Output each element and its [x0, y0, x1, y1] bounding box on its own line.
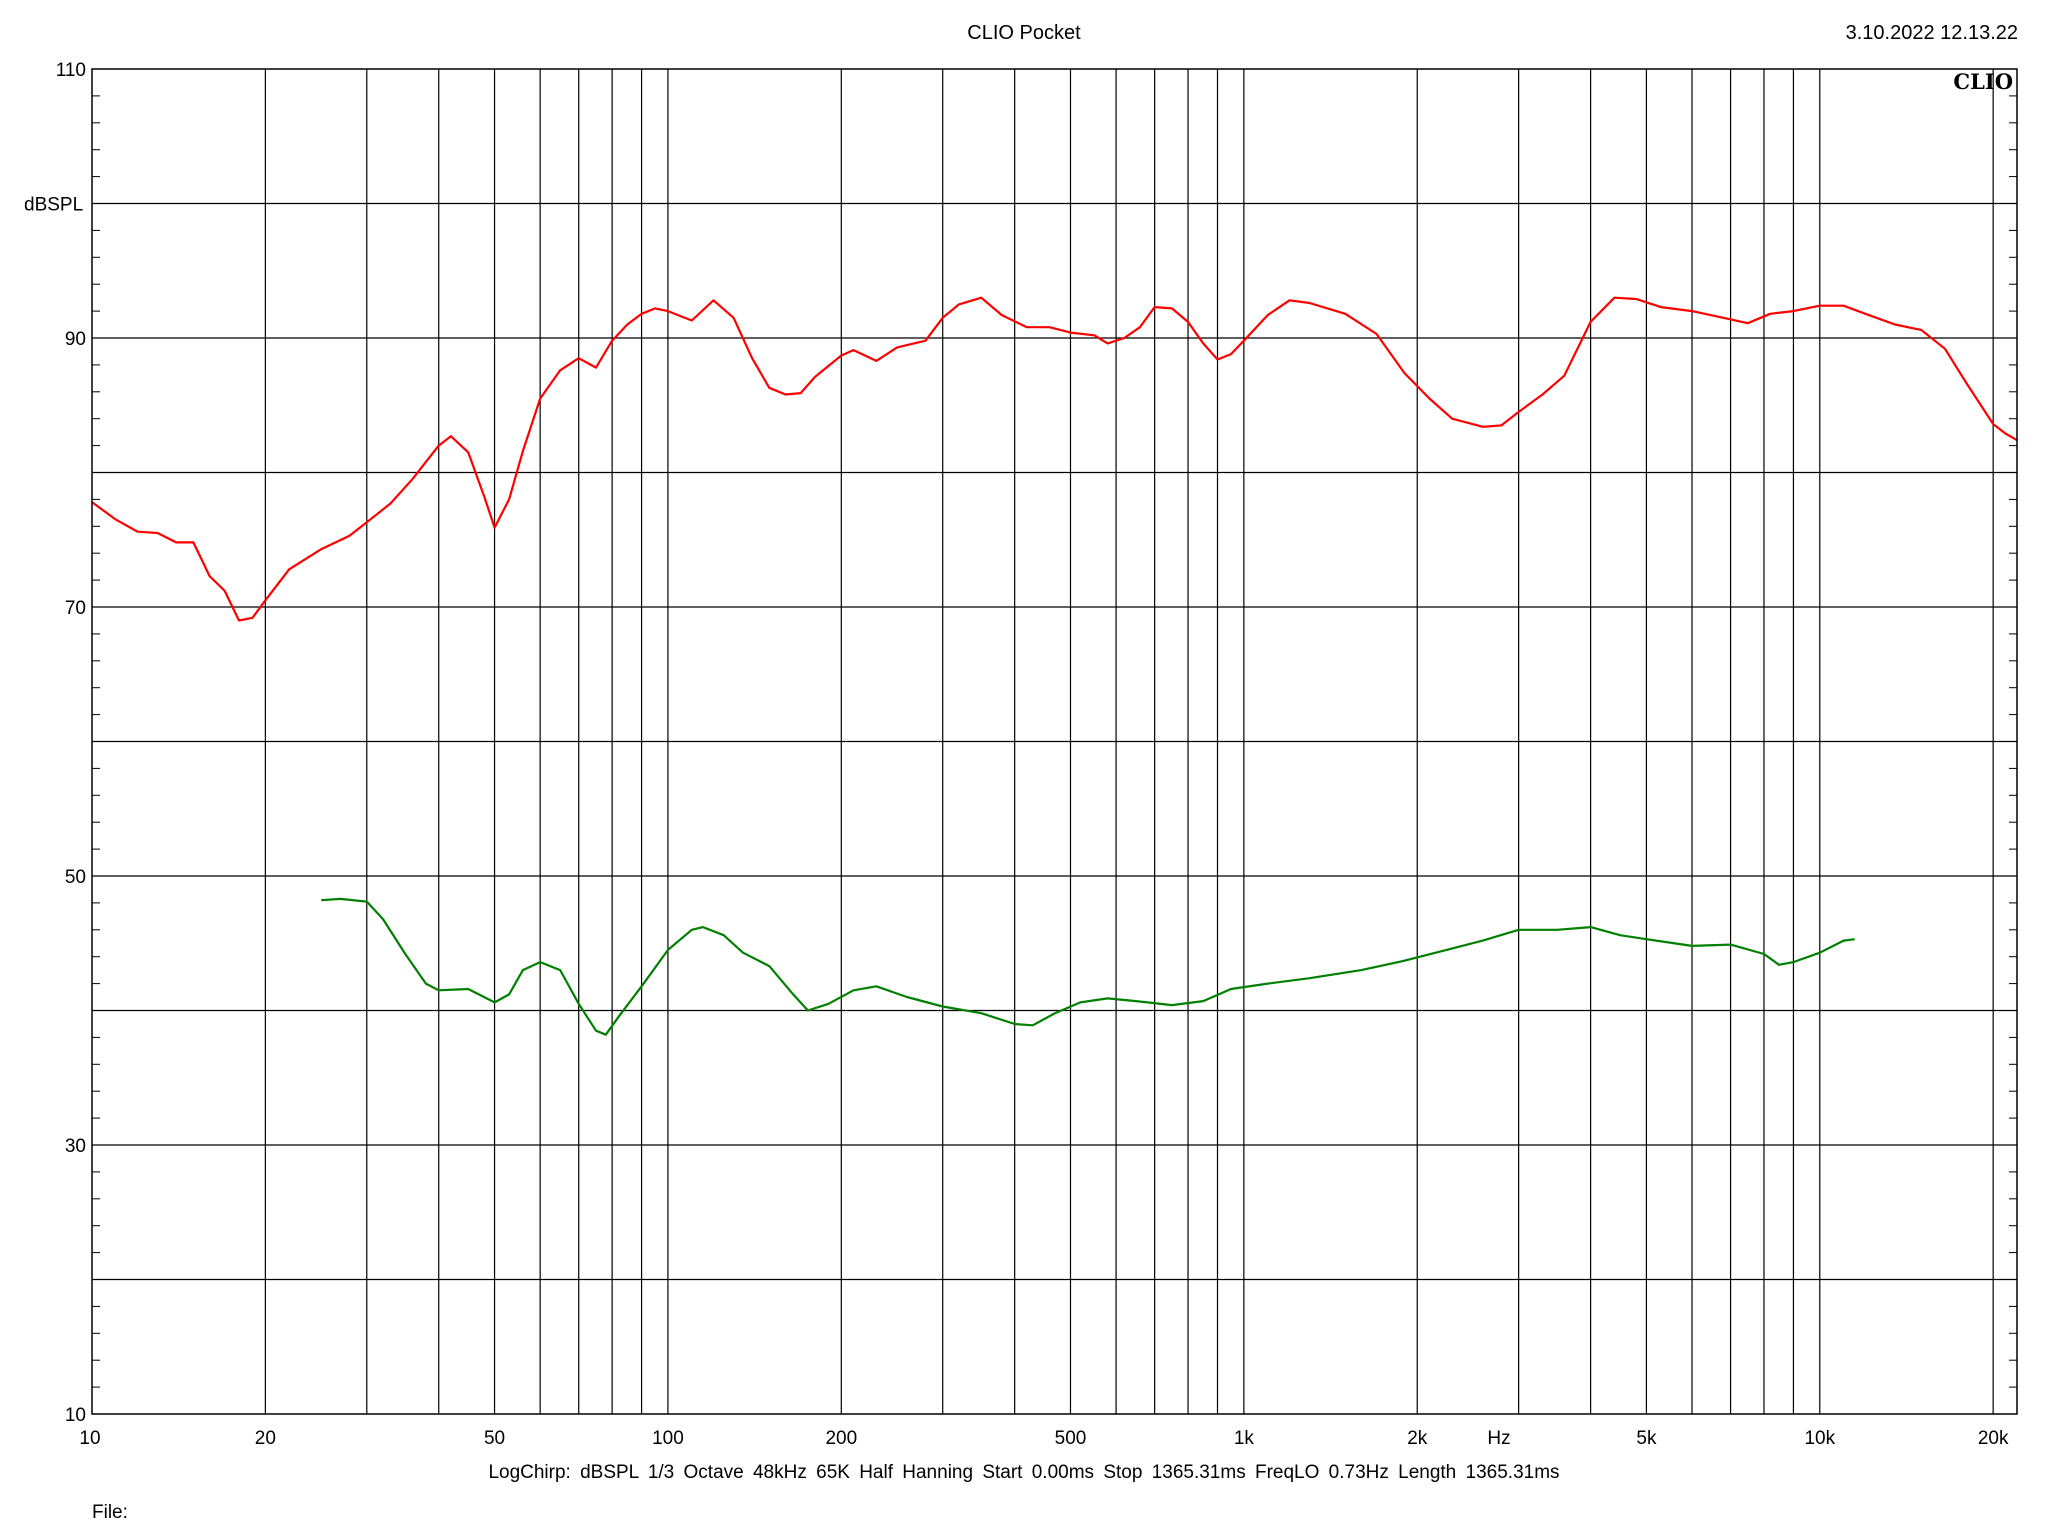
x-tick-label: 10k	[1804, 1428, 1835, 1449]
y-tick-label: 50	[65, 867, 86, 888]
y-tick-label: 110	[56, 60, 86, 81]
y-tick-label: 70	[65, 598, 86, 619]
y-tick-label: 10	[65, 1405, 86, 1426]
clio-logo: CLIO	[1953, 69, 2013, 94]
x-tick-label: 1k	[1234, 1428, 1255, 1449]
x-tick-label: 20k	[1978, 1428, 2009, 1449]
x-tick-label: 2k	[1407, 1428, 1428, 1449]
x-tick-label: 200	[825, 1428, 857, 1449]
x-tick-labels: 10 20 50 100 200 500 1k 2k 5k 10k 20k	[79, 1428, 2009, 1449]
y-tick-label: 90	[65, 329, 86, 350]
app-title: CLIO Pocket	[967, 22, 1081, 44]
x-tick-label: 500	[1055, 1428, 1087, 1449]
x-tick-label: 50	[484, 1428, 505, 1449]
x-tick-label: 5k	[1636, 1428, 1657, 1449]
x-tick-label: 100	[652, 1428, 684, 1449]
timestamp: 3.10.2022 12.13.22	[1845, 22, 2018, 44]
grid	[92, 69, 2017, 1414]
y-tick-label: 30	[65, 1136, 86, 1157]
y-tick-labels: 10 30 50 70 90 110	[56, 60, 86, 1426]
file-label: File:	[92, 1502, 128, 1523]
x-tick-label: 10	[79, 1428, 100, 1449]
plot-frame	[91, 68, 2018, 1415]
series-layer	[91, 296, 2018, 1036]
x-tick-label: 20	[255, 1428, 276, 1449]
series-line-1	[91, 296, 2018, 622]
series-line-2	[321, 897, 1855, 1036]
x-axis-label: Hz	[1487, 1428, 1510, 1449]
y-axis-label: dBSPL	[24, 195, 83, 216]
measurement-parameters: LogChirp: dBSPL 1/3 Octave 48kHz 65K Hal…	[488, 1462, 1560, 1483]
